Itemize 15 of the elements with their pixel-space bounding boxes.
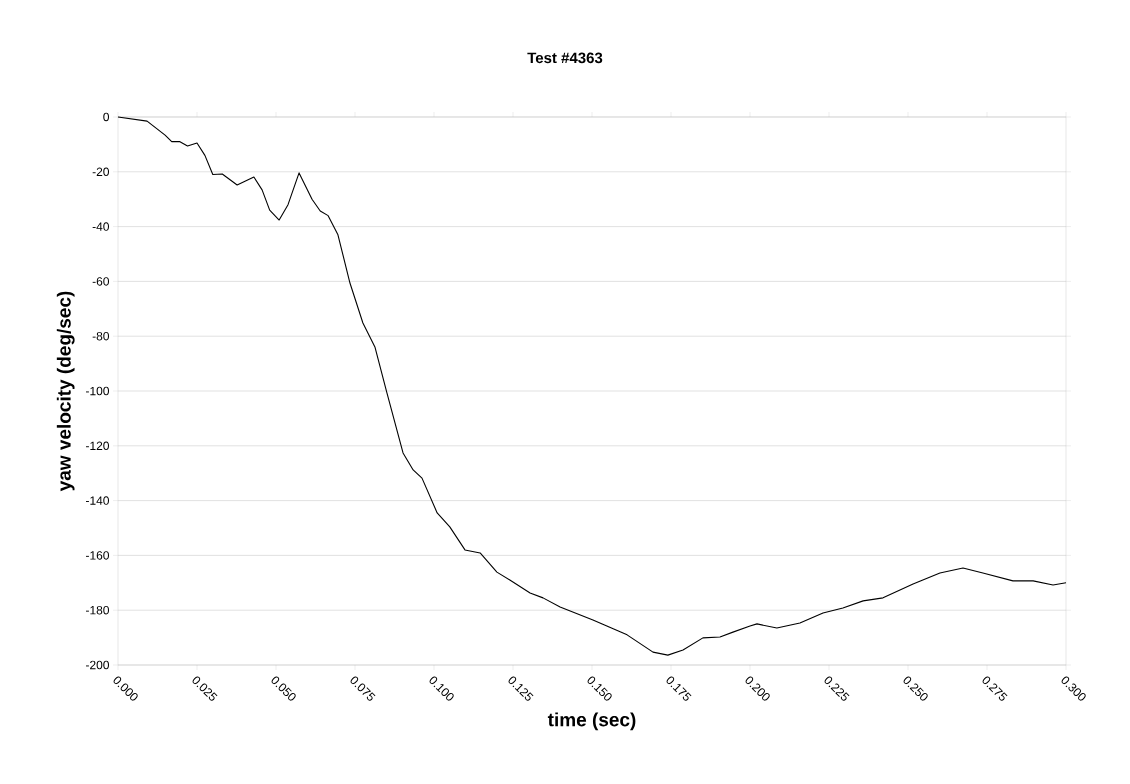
y-axis-title: yaw velocity (deg/sec) <box>56 291 75 492</box>
line-series <box>117 116 1067 656</box>
y-tick-label: 0 <box>103 112 110 122</box>
y-tick-label: -140 <box>85 496 110 505</box>
y-tick-label: -60 <box>92 277 110 286</box>
y-tick-label: -200 <box>85 660 110 670</box>
y-tick-label: -160 <box>85 551 110 560</box>
y-tick-label: -120 <box>85 441 110 451</box>
x-axis-title: time (sec) <box>547 712 636 731</box>
chart-title: Test #4363 <box>527 52 603 64</box>
y-tick-label: -80 <box>92 331 110 341</box>
y-tick-label: -40 <box>92 222 110 231</box>
y-tick-label: -100 <box>85 386 110 396</box>
y-tick-label: -180 <box>85 605 110 615</box>
y-tick-label: -20 <box>92 167 110 177</box>
